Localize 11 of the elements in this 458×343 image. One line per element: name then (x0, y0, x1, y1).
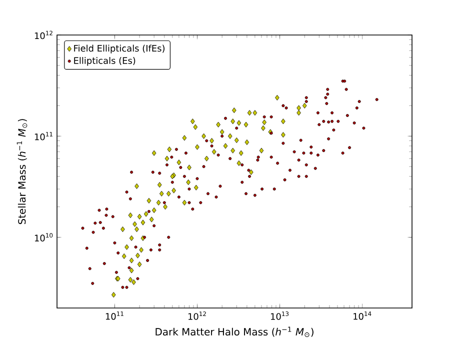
x-tick-label: 10$^{11}$ (106, 312, 124, 320)
y-tick-label: 10$^{12}$ (34, 30, 52, 40)
y-axis-title: Stellar Mass (h$^{−1}$ M$_{⊙}$) (16, 119, 28, 224)
x-tick-label: 10$^{14}$ (354, 312, 372, 320)
legend-label: Ellipticals (Es) (74, 57, 136, 66)
x-tick-label: 10$^{12}$ (188, 312, 206, 320)
x-axis-title: Dark Matter Halo Mass (h$^{−1}$ M$_{⊙}$) (156, 326, 314, 338)
y-tick-label: 10$^{10}$ (34, 233, 53, 242)
x-tick-label: 10$^{13}$ (271, 312, 289, 320)
legend-label: Field Ellipticals (IfEs) (74, 44, 164, 54)
y-tick-label: 10$^{11}$ (34, 132, 52, 140)
